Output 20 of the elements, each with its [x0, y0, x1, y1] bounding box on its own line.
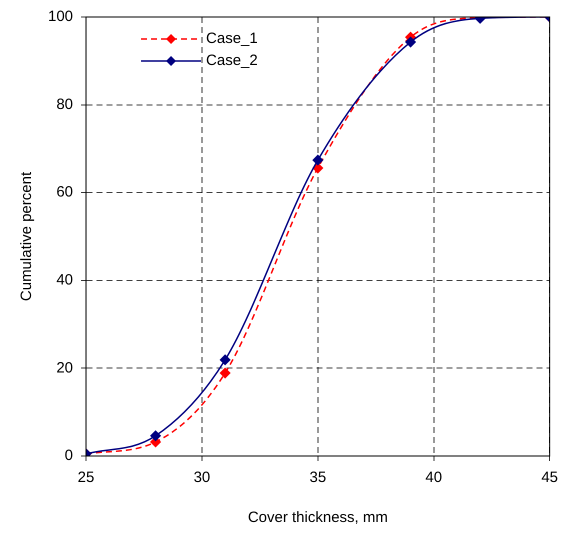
- x-tick-label: 40: [425, 469, 442, 486]
- x-tick-label: 45: [541, 469, 558, 486]
- y-tick-label: 60: [56, 184, 74, 201]
- y-tick-label: 0: [64, 447, 74, 464]
- point: [220, 368, 230, 378]
- legend-label: Case_1: [206, 30, 258, 48]
- point: [150, 430, 161, 442]
- y-tick-label: 80: [56, 96, 74, 113]
- point: [405, 36, 416, 48]
- legend-label: Case_2: [206, 52, 258, 70]
- x-tick-label: 35: [310, 469, 326, 486]
- x-axis-title: Cover thickness, mm: [248, 509, 388, 526]
- y-tick-label: 40: [56, 272, 74, 289]
- x-tick-label: 25: [78, 469, 94, 486]
- y-axis-title: Cumulative percent: [18, 171, 36, 302]
- x-tick-label: 30: [194, 469, 210, 486]
- point: [312, 154, 324, 166]
- y-tick-label: 20: [56, 359, 74, 376]
- point: [220, 354, 230, 366]
- y-tick-label: 100: [48, 8, 74, 26]
